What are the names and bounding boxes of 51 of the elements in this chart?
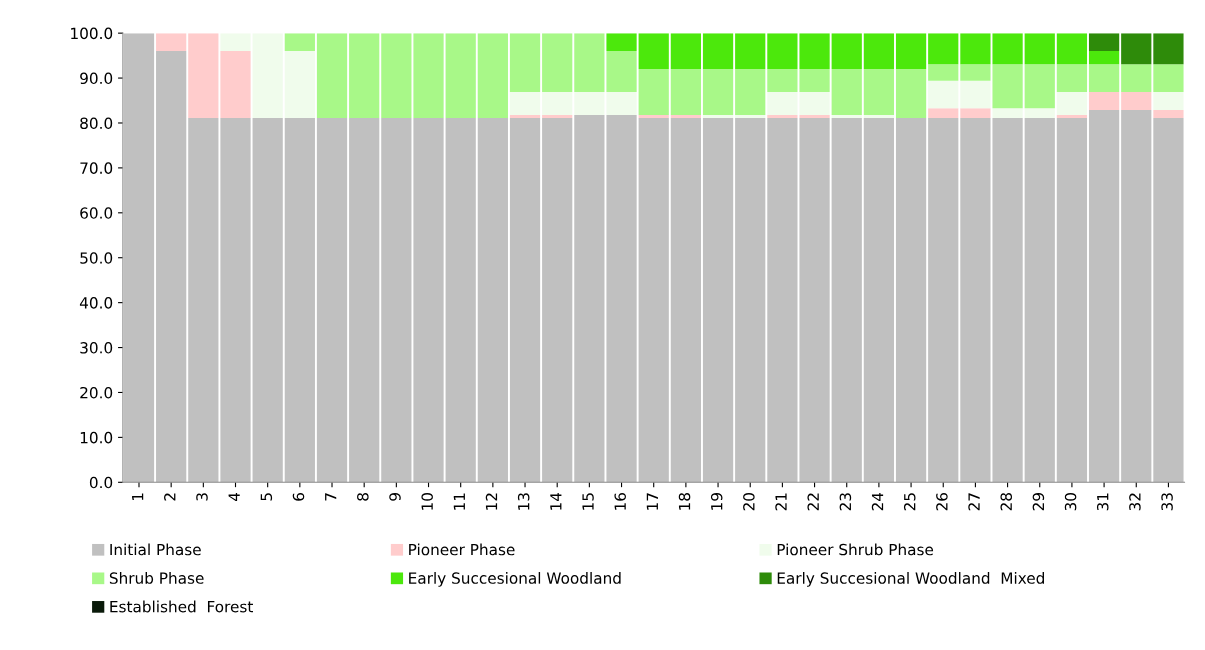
x-tick-label: 7 [325,493,337,501]
x-tick-label: 19 [710,493,723,510]
x-tick-label: 4 [228,492,240,501]
x-tick-label: 13 [517,493,530,510]
x-tick-label: 5 [260,493,273,501]
x-tick-label: 29 [1032,493,1045,511]
legend-label: Pioneer Phase [409,543,515,556]
y-tick-label: 40.0 [79,297,113,309]
y-tick-label: 10.0 [80,431,113,444]
x-tick-label: 6 [292,492,305,501]
x-tick-label: 24 [871,492,884,511]
x-tick-label: 26 [936,492,948,511]
y-tick-label: 20.0 [80,386,113,399]
y-tick-label: 80.0 [80,117,113,129]
y-tick-label: 90.0 [80,72,113,85]
x-tick-label: 2 [164,493,176,501]
x-tick-label: 28 [1000,493,1013,511]
legend-label: Shrub Phase [109,572,204,584]
x-tick-label: 14 [550,492,562,510]
x-tick-label: 20 [743,493,755,511]
x-tick-label: 10 [421,493,433,510]
legend-label: Pioneer Shrub Phase [777,543,934,556]
x-tick-label: 23 [839,493,852,511]
x-tick-label: 16 [614,492,626,510]
x-tick-label: 25 [903,493,916,511]
legend-label: Early Succesional Woodland [409,572,621,587]
x-tick-label: 17 [646,493,658,510]
y-tick-label: 50.0 [80,252,113,264]
y-tick-label: 0.0 [89,476,113,489]
x-tick-label: 21 [775,493,787,511]
x-tick-label: 1 [132,493,144,501]
x-tick-label: 11 [453,493,465,510]
x-tick-label: 33 [1161,493,1173,511]
x-tick-label: 12 [485,493,498,510]
x-tick-label: 3 [196,493,208,501]
y-tick-label: 30.0 [80,342,113,354]
x-tick-label: 27 [968,493,980,511]
x-tick-label: 22 [807,493,819,511]
x-tick-label: 31 [1096,493,1109,511]
x-tick-label: 8 [357,493,369,501]
x-tick-label: 32 [1129,493,1141,511]
y-tick-label: 70.0 [80,162,113,174]
legend-label: Initial Phase [110,543,201,556]
legend-label: Established Forest [110,600,253,613]
y-tick-label: 100.0 [71,27,113,40]
x-tick-label: 15 [582,493,594,510]
legend-label: Early Succesional Woodland Mixed [777,572,1044,587]
x-tick-label: 30 [1064,493,1077,511]
x-tick-label: 18 [678,493,691,510]
x-tick-label: 9 [389,493,401,501]
y-tick-label: 60.0 [80,207,113,219]
